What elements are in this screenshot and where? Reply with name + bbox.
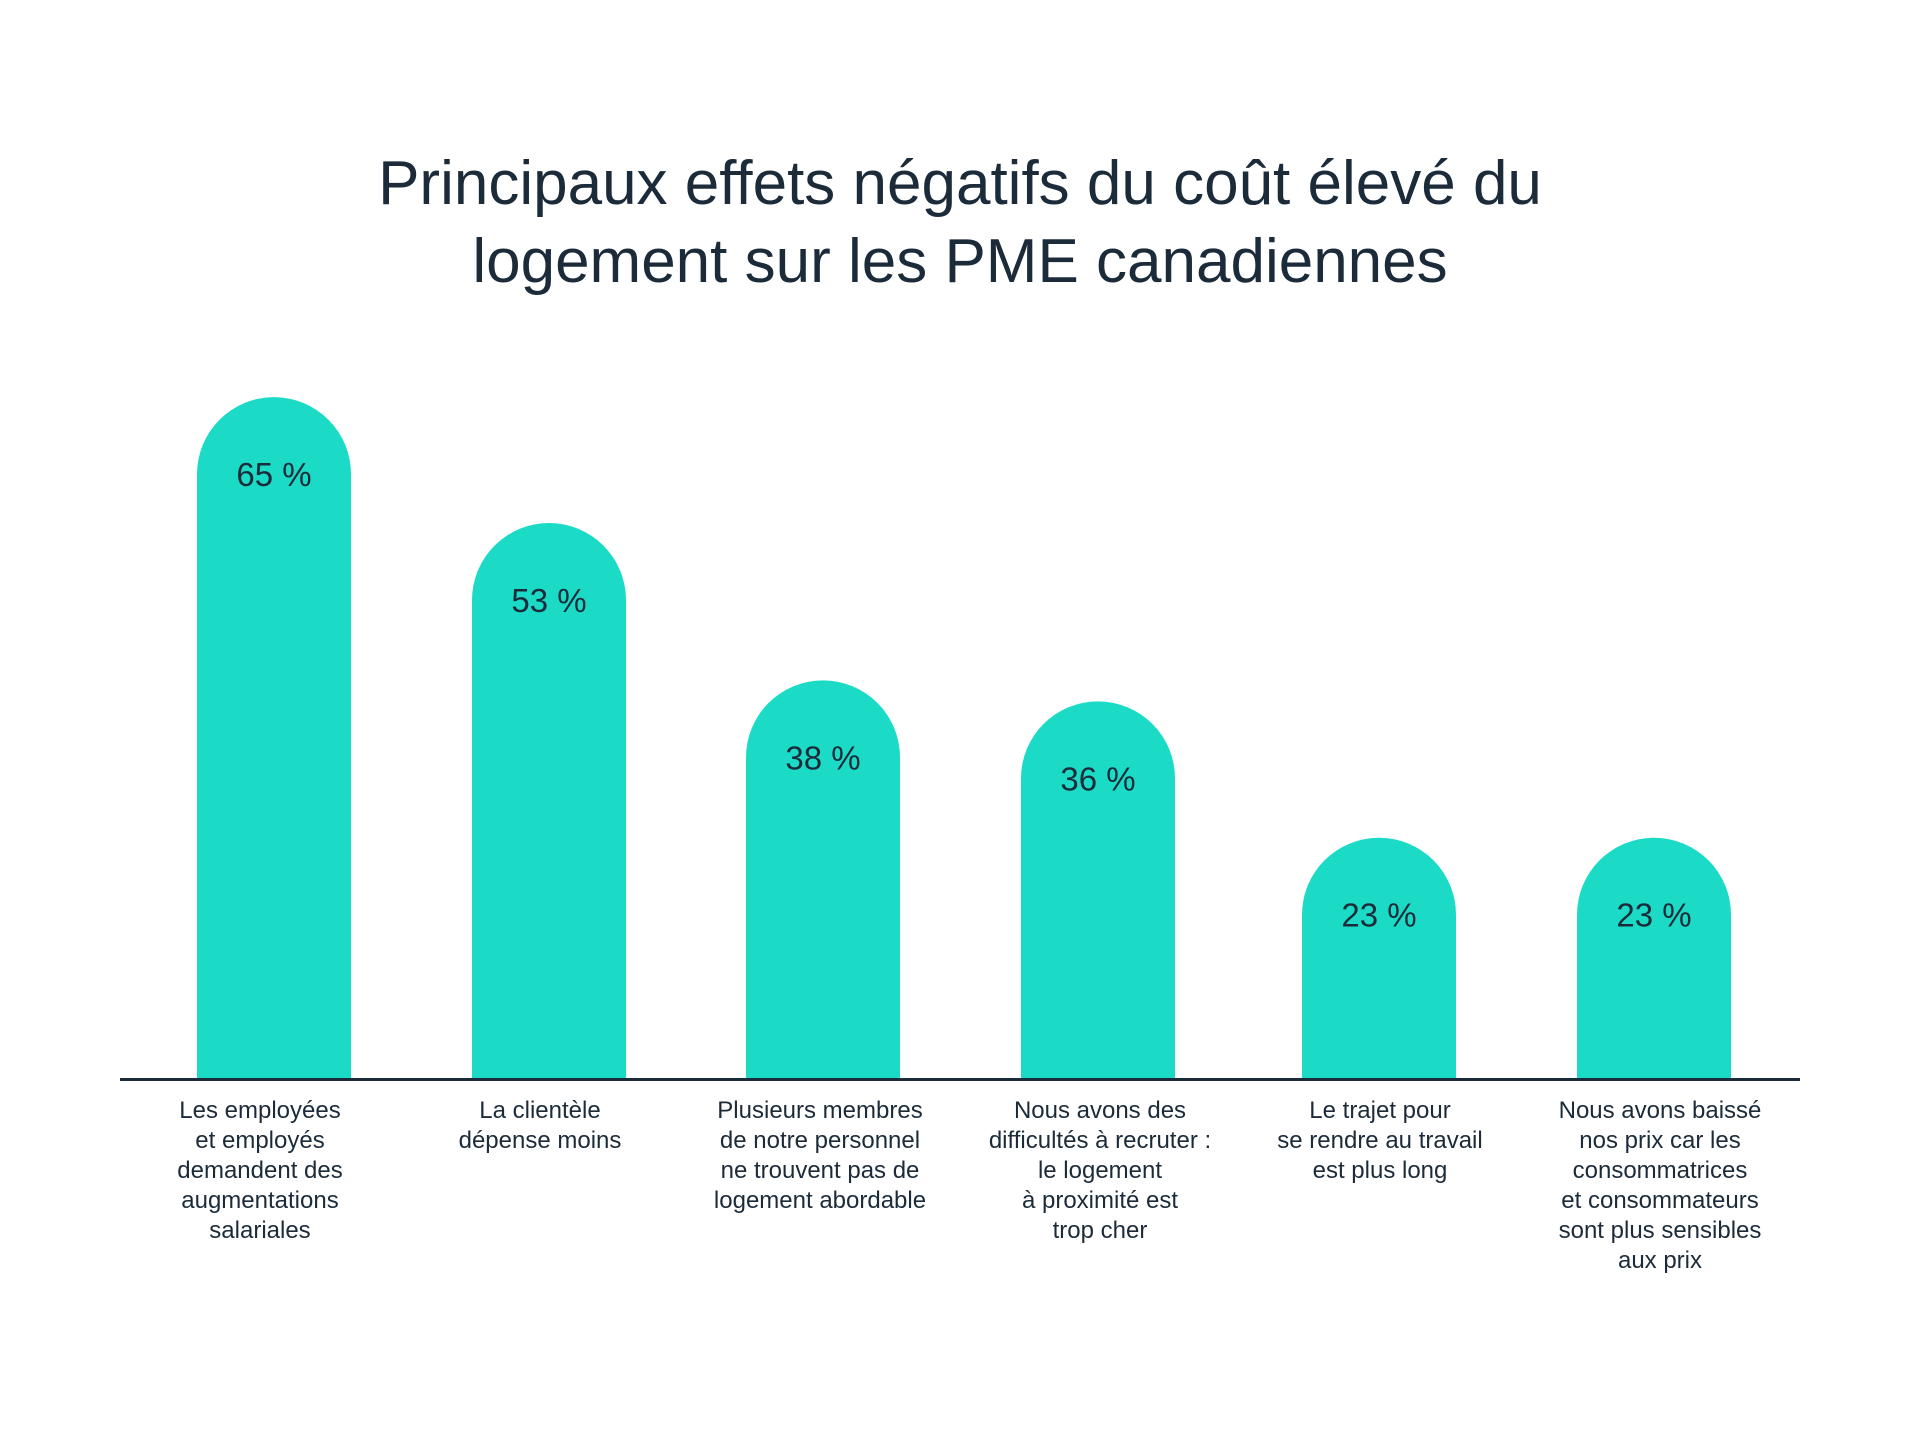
bar	[1302, 837, 1456, 1079]
x-tick-label-line: sont plus sensibles	[1558, 1217, 1762, 1244]
bar	[197, 397, 351, 1079]
x-tick-label-line: La clientèle	[479, 1097, 601, 1124]
x-tick-label-line: Les employées	[179, 1097, 341, 1124]
x-tick-label-line: le logement	[1037, 1157, 1163, 1184]
x-tick-label-line: salariales	[209, 1217, 311, 1244]
x-tick-label-line: dépense moins	[458, 1127, 622, 1154]
x-tick-label: Le trajet pour se rendre au travail est pl…	[1250, 1096, 1510, 1186]
x-tick-label-line: augmentations	[181, 1187, 339, 1214]
bar-value-label: 36 %	[1060, 760, 1135, 797]
x-tick-label-line: est plus long	[1312, 1157, 1448, 1184]
x-tick-label-line: et employés	[195, 1127, 325, 1154]
x-tick-label-line: Plusieurs membres	[717, 1097, 923, 1124]
bar-value-label: 23 %	[1341, 897, 1416, 934]
x-tick-label-line: logement abordable	[713, 1187, 927, 1214]
x-tick-label-line: Le trajet pour	[1309, 1097, 1451, 1124]
x-tick-label: Nous avons baissé nos prix car les consomm…	[1530, 1096, 1790, 1276]
x-tick-label-line: difficultés à recruter :	[988, 1127, 1212, 1154]
x-tick-label-line: Nous avons des	[1013, 1097, 1187, 1124]
x-tick-label-line: à proximité est	[1021, 1187, 1179, 1214]
x-tick-label-line: nos prix car les	[1579, 1127, 1741, 1154]
bar	[1577, 837, 1731, 1079]
x-tick-label-line: se rendre au travail	[1277, 1127, 1483, 1154]
x-tick-label-line: demandent des	[177, 1157, 343, 1184]
x-tick-label-line: et consommateurs	[1561, 1187, 1759, 1214]
bar	[746, 680, 900, 1079]
chart-title-line: Principaux effets négatifs du coût élevé…	[378, 149, 1542, 218]
bar-value-label: 53 %	[511, 582, 586, 619]
bar-value-label: 65 %	[236, 456, 311, 493]
chart-title: Principaux effets négatifs du coût élevé…	[0, 145, 1920, 301]
bar	[472, 523, 626, 1079]
bar-value-label: 38 %	[785, 739, 860, 776]
bar	[1021, 701, 1175, 1079]
bar-value-label: 23 %	[1616, 897, 1691, 934]
x-tick-label-line: consommatrices	[1572, 1157, 1748, 1184]
x-tick-label-line: aux prix	[1617, 1247, 1703, 1274]
x-tick-label: Plusieurs membres de notre personnel ne tr…	[690, 1096, 950, 1216]
x-tick-label: Nous avons des difficultés à recruter : le…	[970, 1096, 1230, 1246]
x-tick-label: Les employées et employés demandent des aug…	[130, 1096, 390, 1246]
x-tick-label-line: de notre personnel	[719, 1127, 921, 1154]
x-tick-label-line: Nous avons baissé	[1558, 1097, 1762, 1124]
x-tick-label-line: trop cher	[1052, 1217, 1148, 1244]
chart-title-line: logement sur les PME canadiennes	[472, 227, 1448, 296]
x-tick-label-line: ne trouvent pas de	[720, 1157, 920, 1184]
x-tick-label: La clientèle dépense moins	[410, 1096, 670, 1156]
